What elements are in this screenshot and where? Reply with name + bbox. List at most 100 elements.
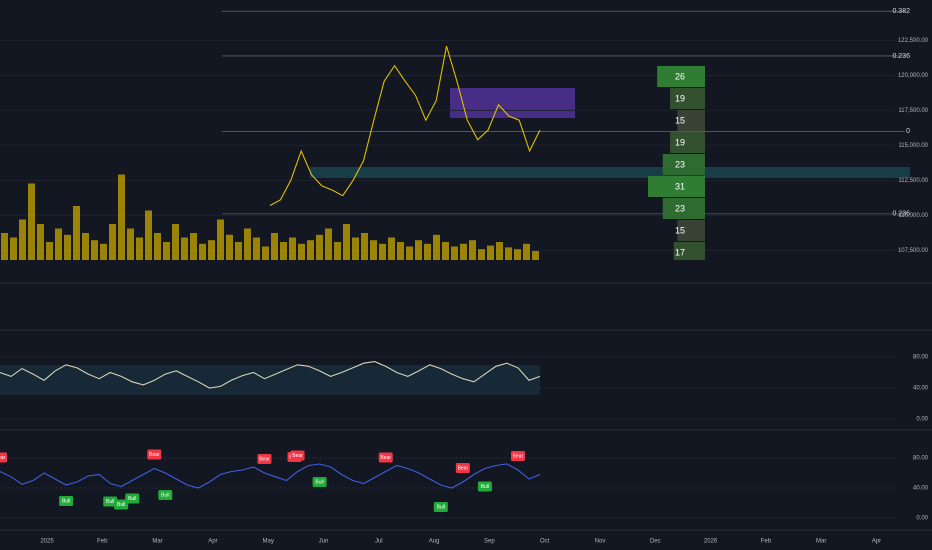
volume-bar	[442, 242, 449, 260]
x-tick-label: Mar	[816, 539, 826, 545]
x-tick-label: Jul	[375, 539, 383, 545]
volume-bar	[127, 228, 134, 260]
volume-bar	[280, 242, 287, 260]
profile-bar	[657, 66, 705, 87]
profile-label: 15	[675, 115, 685, 125]
y-tick-label: 112,500.00	[898, 178, 928, 184]
profile-bar	[662, 154, 705, 175]
volume-bar	[478, 249, 485, 260]
y-tick-label: 122,500.00	[898, 38, 929, 44]
signal-label: Bull	[128, 496, 136, 502]
volume-bar	[460, 243, 467, 260]
oscillator-line	[0, 463, 541, 489]
volume-bar	[181, 237, 188, 260]
profile-bar	[648, 176, 705, 197]
volume-bar	[298, 243, 305, 260]
volume-bar	[424, 243, 431, 260]
profile-label: 19	[675, 93, 685, 103]
x-tick-label: Mar	[152, 539, 162, 545]
profile-label: 17	[675, 247, 685, 257]
volume-bar	[343, 224, 350, 260]
signal-tag	[103, 496, 118, 507]
y-tick-label: 80.00	[913, 456, 929, 462]
fib-label: 0.236	[892, 53, 910, 60]
volume-bar	[82, 233, 89, 260]
volume-bar	[496, 242, 503, 260]
x-tick-label: Feb	[761, 539, 772, 545]
profile-bar	[673, 242, 705, 260]
signal-tag	[290, 450, 305, 461]
x-tick-label: Feb	[97, 539, 108, 545]
volume-bar	[370, 240, 377, 260]
volume-bar	[235, 242, 242, 260]
volume-bar	[532, 251, 539, 260]
x-tick-label: Nov	[595, 539, 606, 545]
signal-tag	[477, 481, 492, 492]
volume-bar	[523, 243, 530, 260]
profile-bar	[677, 220, 705, 241]
volume-bar	[334, 242, 341, 260]
x-tick-label: Sep	[484, 539, 495, 545]
volume-bar	[73, 206, 80, 260]
volume-bar	[271, 233, 278, 260]
x-tick-label: Dec	[650, 539, 661, 545]
signal-label: Bear	[513, 453, 524, 459]
volume-bar	[154, 233, 161, 260]
profile-label: 19	[675, 137, 685, 147]
signal-label: Bull	[315, 479, 323, 485]
volume-bar	[406, 246, 413, 260]
signal-label: Bull	[437, 504, 445, 510]
signal-label: Bear	[259, 456, 270, 462]
x-tick-label: Jun	[319, 539, 329, 545]
y-tick-label: 107,500.00	[898, 248, 929, 254]
signal-tag	[455, 463, 470, 473]
signal-tag	[510, 451, 525, 461]
signal-tag	[257, 454, 272, 464]
volume-bar	[505, 247, 512, 260]
volume-bar	[316, 234, 323, 260]
volume-bar	[19, 219, 26, 260]
x-tick-label: May	[263, 539, 274, 545]
signal-label: Bull	[481, 484, 489, 490]
signal-tag	[433, 502, 448, 512]
volume-bar	[118, 174, 125, 260]
y-tick-label: 0.00	[916, 417, 928, 423]
profile-bar	[677, 110, 705, 131]
signal-label: Bear	[149, 452, 160, 458]
volume-bar	[325, 228, 332, 260]
signal-label: Bull	[62, 498, 70, 504]
volume-bar	[100, 243, 107, 260]
fib-label: 0.382	[892, 8, 910, 15]
volume-bar	[55, 228, 62, 260]
signal-tag	[125, 493, 140, 504]
volume-bar	[199, 243, 206, 260]
price-line	[269, 45, 541, 206]
volume-bar	[136, 237, 143, 260]
volume-bar	[433, 234, 440, 260]
profile-bar	[670, 132, 705, 153]
y-tick-label: 40.00	[913, 386, 929, 392]
y-tick-label: 0.00	[916, 516, 928, 522]
fib-label: 0	[906, 128, 910, 135]
volume-bar	[226, 234, 233, 260]
volume-bar	[217, 219, 224, 260]
y-tick-label: 117,500.00	[898, 108, 928, 114]
volume-bar	[262, 246, 269, 260]
signal-label: Bear	[0, 455, 6, 461]
volume-bar	[64, 234, 71, 260]
rsi-band	[0, 365, 540, 395]
volume-bar	[145, 210, 152, 260]
volume-bar	[469, 240, 476, 260]
y-tick-label: 40.00	[913, 486, 929, 492]
volume-bar	[352, 237, 359, 260]
rsi-line	[0, 361, 541, 389]
signal-label: Bear	[292, 453, 303, 459]
volume-bar	[1, 233, 8, 260]
signal-tag	[0, 452, 7, 463]
volume-bar	[289, 237, 296, 260]
y-tick-label: 110,000.00	[898, 213, 928, 219]
x-tick-label: Apr	[208, 539, 217, 545]
profile-bar	[662, 198, 705, 219]
volume-bar	[307, 240, 314, 260]
